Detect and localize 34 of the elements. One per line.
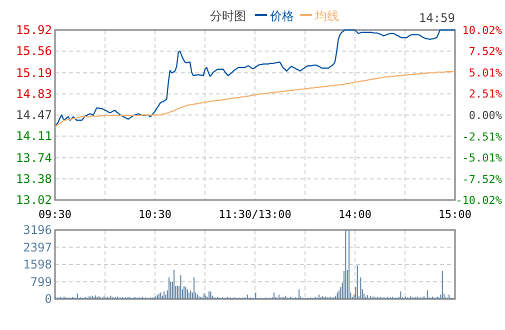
y2-tick-label: 7.52%: [468, 45, 502, 58]
y2-tick-label: 10.02%: [462, 24, 502, 37]
y-tick-label: 13.74: [16, 150, 52, 165]
y2-tick-label: -7.52%: [462, 172, 502, 186]
y-tick-label: 14.11: [16, 129, 52, 144]
y-tick-label: 15.19: [16, 66, 52, 80]
y-tick-label: 13.38: [16, 172, 52, 186]
chart-title: 分时图: [210, 9, 246, 23]
y2-tick-label: 2.51%: [468, 88, 502, 101]
y2-tick-label: -10.02%: [456, 194, 502, 207]
line-series: [54, 71, 456, 128]
x-tick-label: 10:30: [138, 208, 172, 221]
y-tick-label: 3196: [23, 223, 52, 237]
y-tick-label: 14.47: [16, 108, 52, 122]
x-tick-label: 14:00: [338, 208, 372, 221]
y-tick-label: 15.92: [16, 23, 52, 37]
x-tick-label: 11:30/13:00: [218, 208, 292, 221]
line-series: [54, 29, 456, 128]
legend-label: 价格: [269, 9, 294, 23]
y-tick-label: 14.83: [16, 86, 52, 101]
y2-tick-label: 0.00%: [468, 109, 502, 122]
legend-label: 均线: [314, 9, 339, 23]
y-tick-label: 13.02: [16, 193, 52, 207]
y2-tick-label: -5.01%: [462, 152, 502, 164]
y-tick-label: 2397: [23, 240, 52, 254]
y2-tick-label: 5.01%: [468, 66, 502, 80]
y-tick-label: 0: [44, 292, 52, 306]
y-tick-label: 15.56: [16, 44, 52, 58]
text: 14:59: [418, 11, 455, 25]
x-tick-label: 15:00: [438, 208, 472, 221]
x-tick-label: 09:30: [38, 208, 72, 221]
y-tick-label: 1598: [23, 258, 52, 272]
y2-tick-label: -2.51%: [462, 130, 502, 144]
y-tick-label: 799: [30, 274, 52, 289]
